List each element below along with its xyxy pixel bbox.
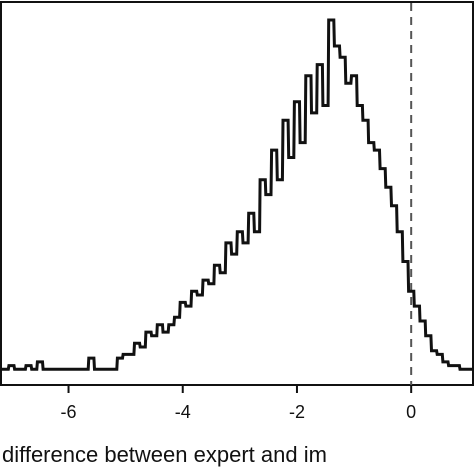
x-axis-label: difference between expert and im	[2, 442, 327, 467]
x-tick-label: -4	[175, 402, 191, 422]
x-tick-label: -6	[61, 402, 77, 422]
x-ticks: -6 -4 -2 0	[61, 385, 416, 422]
x-tick-label: -2	[289, 402, 305, 422]
series-line	[0, 18, 474, 371]
x-tick-label: 0	[406, 402, 416, 422]
